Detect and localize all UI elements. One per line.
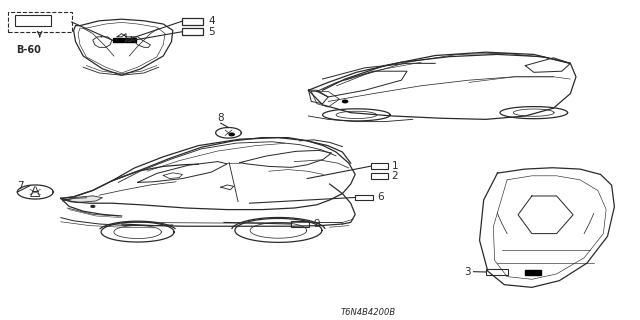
Bar	[182, 18, 203, 25]
Circle shape	[91, 205, 95, 207]
Text: 8: 8	[218, 113, 224, 124]
Bar	[15, 15, 51, 26]
Bar	[291, 221, 309, 227]
Text: 4: 4	[208, 16, 214, 26]
Text: 1: 1	[392, 161, 398, 171]
Bar	[355, 195, 373, 200]
Polygon shape	[65, 196, 102, 203]
Bar	[8, 12, 72, 32]
Text: 5: 5	[208, 27, 214, 37]
Text: 6: 6	[377, 192, 383, 203]
Circle shape	[229, 133, 234, 136]
Text: B-60: B-60	[16, 45, 41, 55]
Text: 3: 3	[464, 267, 470, 277]
Text: 2: 2	[392, 171, 398, 181]
Text: 9: 9	[313, 219, 319, 229]
Circle shape	[342, 100, 348, 103]
Bar	[371, 163, 388, 169]
Bar	[125, 38, 136, 42]
Bar	[486, 269, 508, 275]
Bar	[182, 28, 203, 35]
Text: 7: 7	[17, 180, 24, 191]
Text: T6N4B4200B: T6N4B4200B	[340, 308, 396, 317]
Bar	[113, 38, 124, 42]
Bar	[525, 270, 541, 275]
Bar	[371, 173, 388, 179]
